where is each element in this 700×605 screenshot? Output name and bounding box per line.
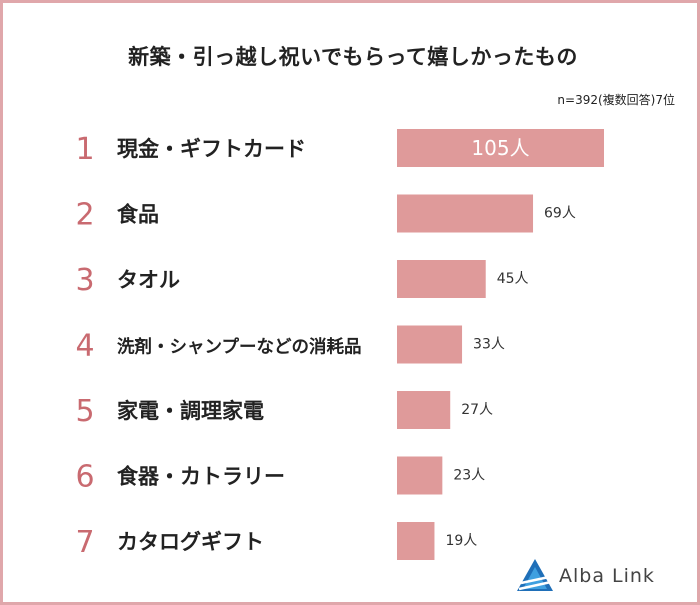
category-label: 現金・ギフトカード [117, 137, 306, 161]
rank-number: 5 [75, 394, 94, 429]
data-label: 33人 [473, 337, 505, 353]
data-label: 69人 [544, 206, 576, 222]
data-label: 45人 [497, 271, 529, 287]
category-label: 食品 [117, 203, 159, 227]
rank-number: 6 [75, 460, 94, 495]
alba-link-logo-icon [517, 559, 553, 591]
category-label: タオル [117, 268, 180, 292]
bar [397, 456, 443, 495]
data-label: 19人 [445, 533, 477, 549]
category-label: 家電・調理家電 [117, 399, 264, 423]
data-label: 27人 [461, 402, 493, 418]
bar [397, 325, 463, 364]
category-label: カタログギフト [117, 530, 264, 554]
rank-number: 4 [75, 329, 94, 364]
data-label: 23人 [453, 468, 485, 484]
brand-logo: Alba Link [515, 557, 690, 597]
category-label: 洗剤・シャンプーなどの消耗品 [117, 337, 361, 358]
bar [397, 194, 534, 233]
rank-number: 1 [75, 132, 94, 167]
bar [397, 129, 604, 167]
data-label: 105人 [471, 136, 529, 160]
sample-note: n=392(複数回答)7位 [557, 93, 675, 107]
rank-number: 2 [75, 198, 94, 233]
rank-number: 3 [75, 263, 94, 298]
category-label: 食器・カトラリー [117, 465, 285, 489]
rank-number: 7 [75, 525, 94, 560]
bar [397, 260, 486, 298]
chart-title: 新築・引っ越し祝いでもらって嬉しかったもの [128, 45, 578, 69]
bar [397, 391, 451, 429]
brand-name: Alba Link [559, 565, 655, 587]
bar [397, 522, 435, 560]
